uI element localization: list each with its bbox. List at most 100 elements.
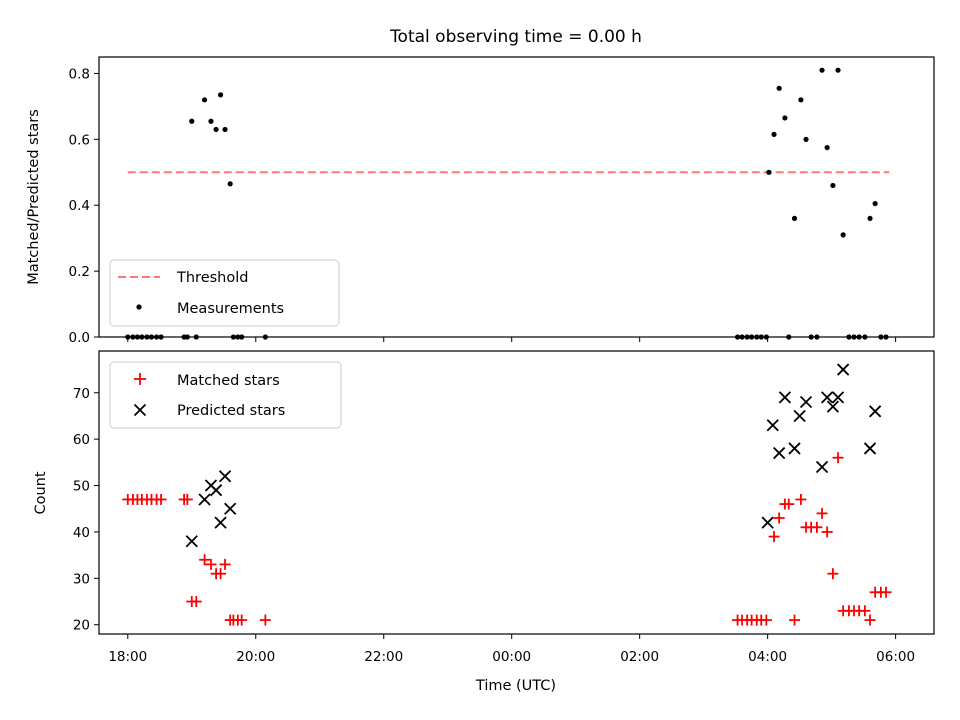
predicted-star-point [214,516,227,529]
top-y-tick-label: 0.2 [69,264,90,280]
top-y-tick-label: 0.8 [69,66,90,82]
bottom-x-axis-label: Time (UTC) [475,678,556,694]
matched-star-point [811,521,823,533]
measurement-point [776,85,782,91]
matched-star-point [795,493,807,505]
bottom-x-tick-label: 02:00 [620,649,659,665]
top-y-axis-label: Matched/Predicted stars [26,109,42,285]
legend-threshold-label: Threshold [176,270,248,286]
top-legend: Threshold Measurements [109,259,340,327]
bottom-x-tick-label: 00:00 [492,649,531,665]
matched-star-point [205,558,217,570]
measurement-point [835,67,841,73]
predicted-star-point [788,442,801,455]
measurement-point [803,136,809,142]
predicted-star-point [185,535,198,548]
bottom-legend: Matched stars Predicted stars [109,361,342,429]
bottom-x-tick-label: 22:00 [364,649,403,665]
predicted-star-point [831,391,845,404]
matched-star-point [155,493,167,505]
top-y-tick-label: 0.0 [69,330,90,346]
predicted-star-point [826,400,840,413]
measurement-point [840,232,846,238]
matched-star-point [181,493,193,505]
matched-star-point [816,507,828,519]
bottom-x-tick-label: 20:00 [236,649,275,665]
measurement-point [766,169,772,175]
top-y-axis-ticks: 0.0 0.2 0.4 0.6 0.8 [69,66,99,346]
top-panel: 0.00.20.40.60.8 Matched/Predicted stars … [26,56,935,346]
matched-star-point [190,596,202,608]
predicted-star-point [815,460,829,474]
matched-star-point [827,568,839,580]
measurement-point [227,181,233,187]
measurement-point [824,144,830,151]
legend-matched-label: Matched stars [177,373,280,389]
predicted-star-point [766,419,779,432]
bottom-y-tick-label: 20 [73,618,90,634]
bottom-y-axis-label: Count [33,471,49,514]
top-y-tick-label: 0.4 [69,198,90,214]
matched-star-point [864,614,876,626]
top-y-tick-label: 0.6 [69,132,90,148]
chart-title: Total observing time = 0.00 h [389,27,642,47]
predicted-star-point [793,409,806,423]
measurement-point [201,97,208,103]
measurement-point [872,200,878,207]
matched-star-point [760,614,772,626]
bottom-y-tick-label: 60 [73,432,90,448]
bottom-x-tick-label: 18:00 [108,649,147,665]
matched-star-point [219,558,231,570]
bottom-y-tick-label: 70 [73,386,90,402]
top-legend-box [109,259,340,327]
matched-star-point [880,586,892,598]
predicted-star-point [218,470,232,483]
matched-star-point [199,554,211,566]
legend-predicted-label: Predicted stars [177,403,285,419]
predicted-star-point [224,502,237,515]
measurement-point [222,126,228,133]
legend-matched-marker [134,373,146,385]
measurement-point [830,182,836,189]
predicted-star-point [761,516,774,529]
matched-star-point [768,531,780,543]
matched-star-point [832,452,844,464]
bottom-axes-frame [98,350,935,635]
bottom-y-tick-label: 50 [73,479,90,495]
measurement-point [189,118,195,124]
measurement-point [867,215,873,222]
predicted-star-point [821,391,834,404]
bottom-plot-marks [122,363,892,626]
bottom-y-tick-label: 30 [73,571,90,587]
bottom-x-tick-label: 06:00 [876,649,915,665]
matched-star-point [783,498,795,510]
predicted-star-point [863,442,877,455]
measurement-point [208,118,214,124]
matched-star-point [821,526,833,538]
measurement-point [217,92,224,98]
measurement-point [791,215,798,222]
matched-star-point [789,614,801,626]
predicted-star-point [868,405,882,418]
matched-star-point [259,614,271,626]
top-axes-frame [98,56,935,338]
measurement-point [771,131,777,138]
measurement-point [213,126,219,133]
top-x-axis-ticks [127,337,897,342]
predicted-star-point [799,395,813,409]
bottom-panel: 20 30 40 50 60 70 18:00 20:00 22:00 00:00 02:00 04… [33,350,935,694]
bottom-y-axis-ticks: 20 30 40 50 60 70 [73,386,99,634]
predicted-star-point [778,391,792,404]
bottom-y-tick-label: 40 [73,525,90,541]
predicted-star-point [209,484,223,497]
matched-star-point [215,568,227,580]
measurement-point [819,67,825,73]
predicted-star-point [837,363,850,376]
bottom-legend-box [109,361,342,429]
bottom-x-tick-label: 04:00 [748,649,787,665]
legend-measurements-marker [136,304,142,310]
legend-measurements-label: Measurements [177,301,284,317]
matched-star-point [773,512,785,524]
